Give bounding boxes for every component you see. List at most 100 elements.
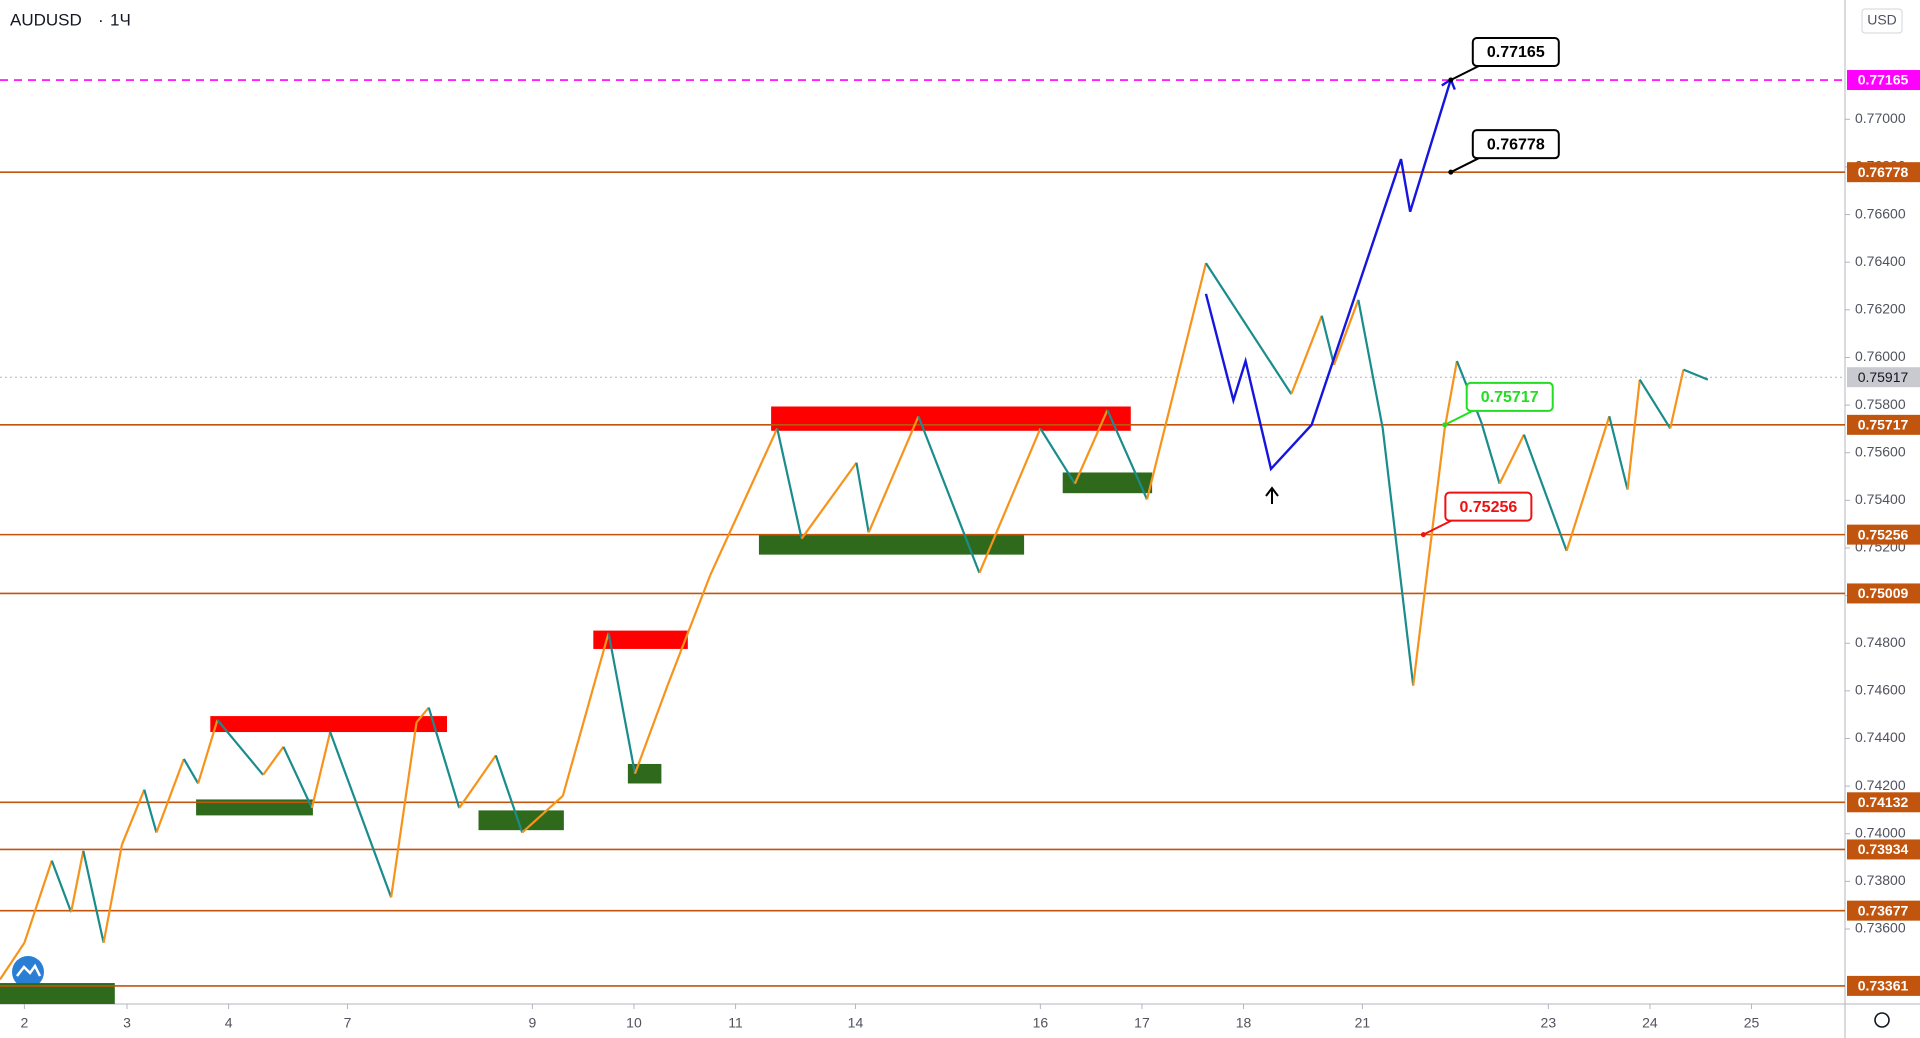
price-segment: [1669, 369, 1685, 429]
price-segment: [800, 462, 858, 540]
callout-label: 0.75256: [1459, 499, 1517, 516]
level-label: 0.75717: [1858, 417, 1909, 433]
price-segment: [1106, 409, 1149, 500]
price-segment: [1683, 368, 1709, 381]
level-label-box: [1847, 70, 1920, 91]
price-segment: [1205, 262, 1293, 395]
x-tick-label: 21: [1355, 1015, 1371, 1031]
price-segment: [458, 754, 497, 809]
price-segment: [1039, 427, 1076, 485]
price-segment: [1626, 379, 1641, 490]
x-tick-label: 17: [1134, 1015, 1150, 1031]
price-segment: [310, 731, 332, 809]
currency[interactable]: USD: [1867, 12, 1897, 28]
y-tick-label: 0.74600: [1855, 682, 1906, 698]
y-tick-label: 0.73800: [1855, 872, 1906, 888]
callout-anchor: [1448, 77, 1454, 83]
price-segment: [390, 722, 418, 898]
price-segment: [120, 789, 146, 846]
x-tick-label: 7: [344, 1015, 352, 1031]
price-segment: [82, 850, 105, 944]
callout-label: 0.76778: [1487, 136, 1545, 153]
x-tick-label: 3: [123, 1015, 131, 1031]
price-segment: [1565, 415, 1611, 552]
price-segment: [50, 860, 73, 913]
x-tick-label: 14: [848, 1015, 864, 1031]
level-label: 0.75256: [1858, 526, 1909, 542]
callout-leader: [1450, 157, 1480, 174]
zone: [0, 983, 115, 1004]
logo-mark: [16, 963, 42, 977]
price-segment: [1290, 315, 1323, 395]
price-segment: [1073, 409, 1109, 485]
x-tick-label: 4: [225, 1015, 233, 1031]
price-segment: [23, 860, 53, 944]
y-tick-label: 0.75400: [1855, 491, 1906, 507]
price-segment: [70, 850, 85, 913]
y-tick-label: 0.74000: [1855, 824, 1906, 840]
y-tick-label: 0.74800: [1855, 634, 1906, 650]
x-tick-label: 2: [20, 1015, 28, 1031]
callout-leader: [1444, 409, 1474, 426]
price-segment: [607, 632, 637, 774]
price-segment: [1381, 428, 1415, 686]
price-segment: [633, 685, 669, 775]
zone: [210, 716, 448, 733]
price-segment: [1145, 262, 1208, 500]
callout-leader: [1450, 65, 1480, 81]
x-tick-label: 9: [528, 1015, 536, 1031]
currency-box[interactable]: [1861, 8, 1903, 34]
callout-anchor: [1442, 422, 1448, 428]
level-label-box: [1847, 162, 1920, 183]
callout-anchor: [1420, 532, 1426, 538]
level-label: 0.73361: [1858, 978, 1909, 994]
level-label: 0.73677: [1858, 902, 1909, 918]
price-segment: [197, 719, 219, 784]
arrow-up: [1265, 486, 1279, 504]
y-tick-label: 0.76000: [1855, 348, 1906, 364]
price-segment: [1443, 360, 1458, 429]
zone: [758, 535, 1025, 555]
y-tick-label: 0.77000: [1855, 110, 1906, 126]
settings-icon[interactable]: [1874, 1012, 1890, 1028]
y-tick-label: 0.76200: [1855, 301, 1906, 317]
price-segment: [415, 706, 430, 723]
last-price-box: [1847, 367, 1920, 388]
y-tick-label: 0.74200: [1855, 777, 1906, 793]
price-segment: [1480, 421, 1501, 484]
zone: [771, 406, 1131, 431]
callout-box: [1465, 381, 1554, 412]
level-label-box: [1847, 975, 1920, 996]
x-tick-label: 11: [728, 1015, 743, 1031]
projection-path: [1204, 79, 1452, 472]
price-segment: [855, 462, 870, 533]
price-segment: [143, 789, 158, 833]
x-tick-label: 24: [1642, 1015, 1658, 1031]
price-segment: [102, 844, 123, 943]
y-tick-label: 0.75800: [1855, 396, 1906, 412]
price-segment: [917, 415, 981, 574]
price-segment: [521, 795, 564, 834]
y-tick-label: 0.76400: [1855, 253, 1906, 269]
interval: 1Ч: [110, 10, 131, 29]
price-segment: [1522, 434, 1568, 552]
zone: [1062, 472, 1153, 494]
level-label-box: [1847, 524, 1920, 545]
level-label-box: [1847, 583, 1920, 604]
level-label: 0.74132: [1858, 794, 1909, 810]
level-label: 0.76778: [1858, 164, 1909, 180]
price-segment: [182, 758, 200, 785]
symbol: AUDUSD: [10, 10, 82, 29]
y-tick-label: 0.76600: [1855, 205, 1906, 221]
y-tick-label: 0.75600: [1855, 443, 1906, 459]
price-segment: [978, 427, 1042, 574]
price-segment: [1332, 299, 1360, 366]
price-segment: [1638, 379, 1672, 429]
x-tick-label: 23: [1541, 1015, 1557, 1031]
level-label-box: [1847, 839, 1920, 860]
price-segment: [155, 758, 185, 833]
price-segment: [494, 755, 524, 833]
x-tick-label: 10: [626, 1015, 642, 1031]
zone: [593, 630, 688, 649]
